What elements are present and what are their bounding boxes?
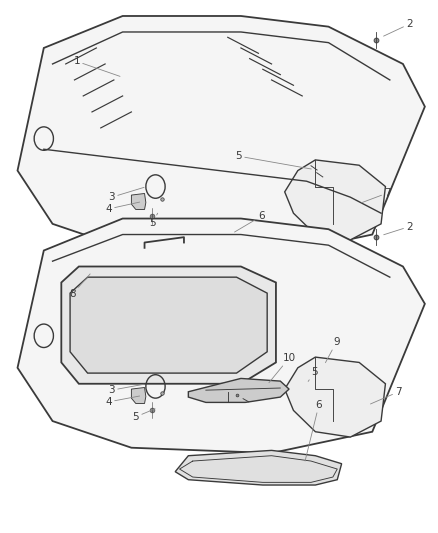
Text: 6: 6 xyxy=(234,211,265,232)
Text: 9: 9 xyxy=(325,337,340,362)
Text: 7: 7 xyxy=(371,387,402,404)
Text: 5: 5 xyxy=(308,367,318,382)
Polygon shape xyxy=(70,277,267,373)
Text: 5: 5 xyxy=(235,151,311,169)
Text: 2: 2 xyxy=(384,222,413,235)
Text: 4: 4 xyxy=(105,202,140,214)
Polygon shape xyxy=(285,357,385,437)
Text: 4: 4 xyxy=(105,396,140,407)
Text: 6: 6 xyxy=(305,400,322,461)
Text: 1: 1 xyxy=(73,56,120,76)
Polygon shape xyxy=(18,219,425,453)
Polygon shape xyxy=(131,193,146,209)
Polygon shape xyxy=(175,450,342,485)
Polygon shape xyxy=(285,160,385,240)
Text: 3: 3 xyxy=(108,384,144,395)
Polygon shape xyxy=(61,266,276,384)
Text: 7: 7 xyxy=(362,188,391,203)
Text: 10: 10 xyxy=(269,353,296,383)
Text: 5: 5 xyxy=(132,409,155,422)
Text: 3: 3 xyxy=(108,188,144,202)
Polygon shape xyxy=(188,378,289,402)
Text: 2: 2 xyxy=(384,19,413,36)
Polygon shape xyxy=(18,16,425,256)
Text: 5: 5 xyxy=(149,213,158,228)
Polygon shape xyxy=(131,387,146,403)
Text: 8: 8 xyxy=(69,274,90,299)
